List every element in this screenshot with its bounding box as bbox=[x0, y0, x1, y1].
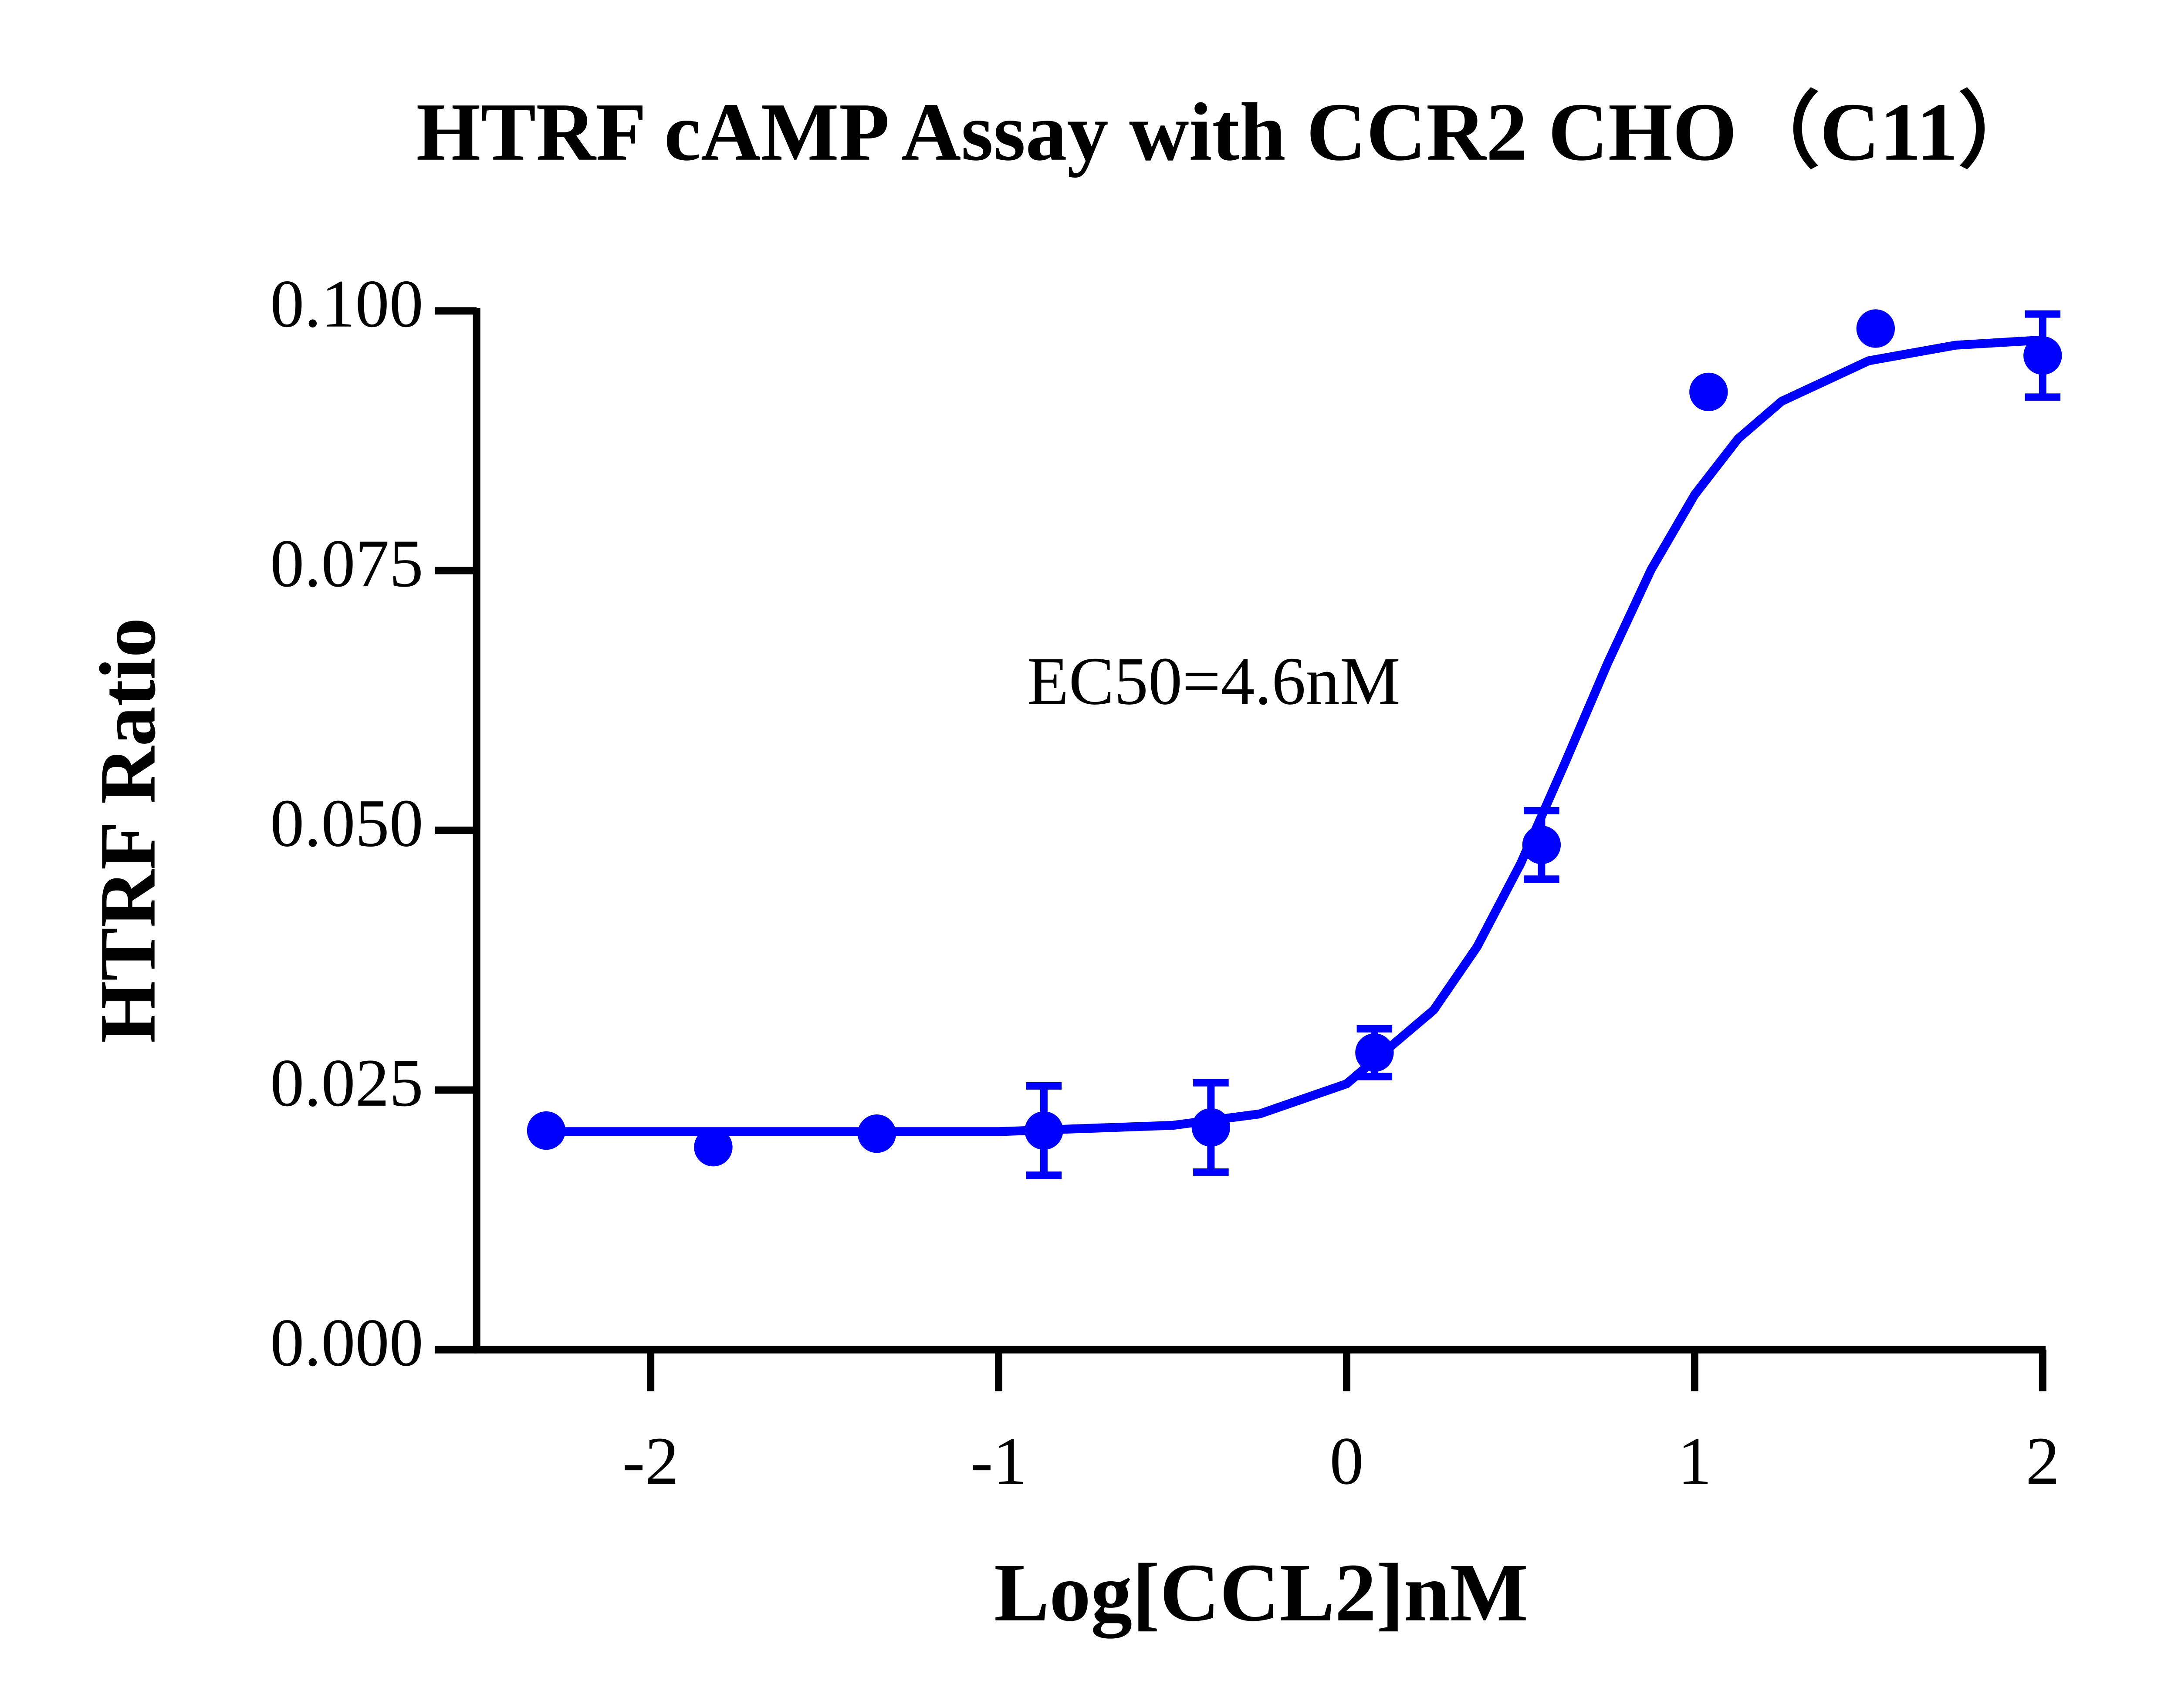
chart-title: HTRF cAMP Assay with CCR2 CHO（C11） bbox=[416, 86, 2041, 178]
data-point bbox=[1522, 825, 1561, 864]
y-tick-label: 0.000 bbox=[270, 1305, 423, 1380]
x-tick-label: 0 bbox=[1329, 1423, 1363, 1499]
y-tick-label: 0.025 bbox=[270, 1045, 423, 1121]
x-tick-label: 1 bbox=[1677, 1423, 1711, 1499]
x-tick-label: 2 bbox=[2026, 1423, 2060, 1499]
data-point bbox=[1856, 309, 1895, 348]
annotation: EC50=4.6nM bbox=[1027, 643, 1400, 719]
y-tick-label: 0.075 bbox=[270, 526, 423, 601]
data-point bbox=[857, 1114, 896, 1153]
y-axis-label: HTRF Ratio bbox=[83, 618, 172, 1043]
x-tick-label: -2 bbox=[622, 1423, 679, 1499]
data-point bbox=[694, 1128, 733, 1167]
data-point bbox=[1689, 372, 1728, 412]
y-tick-label: 0.100 bbox=[270, 266, 423, 341]
y-tick-label: 0.050 bbox=[270, 786, 423, 861]
data-point bbox=[1025, 1111, 1063, 1150]
data-point bbox=[1355, 1033, 1394, 1072]
x-tick-label: -1 bbox=[970, 1423, 1027, 1499]
data-point bbox=[527, 1111, 566, 1150]
fit-curve bbox=[546, 335, 2043, 1136]
x-axis-label: Log[CCL2]nM bbox=[994, 1547, 1528, 1639]
data-point bbox=[1191, 1108, 1231, 1147]
data-point bbox=[2023, 336, 2062, 375]
